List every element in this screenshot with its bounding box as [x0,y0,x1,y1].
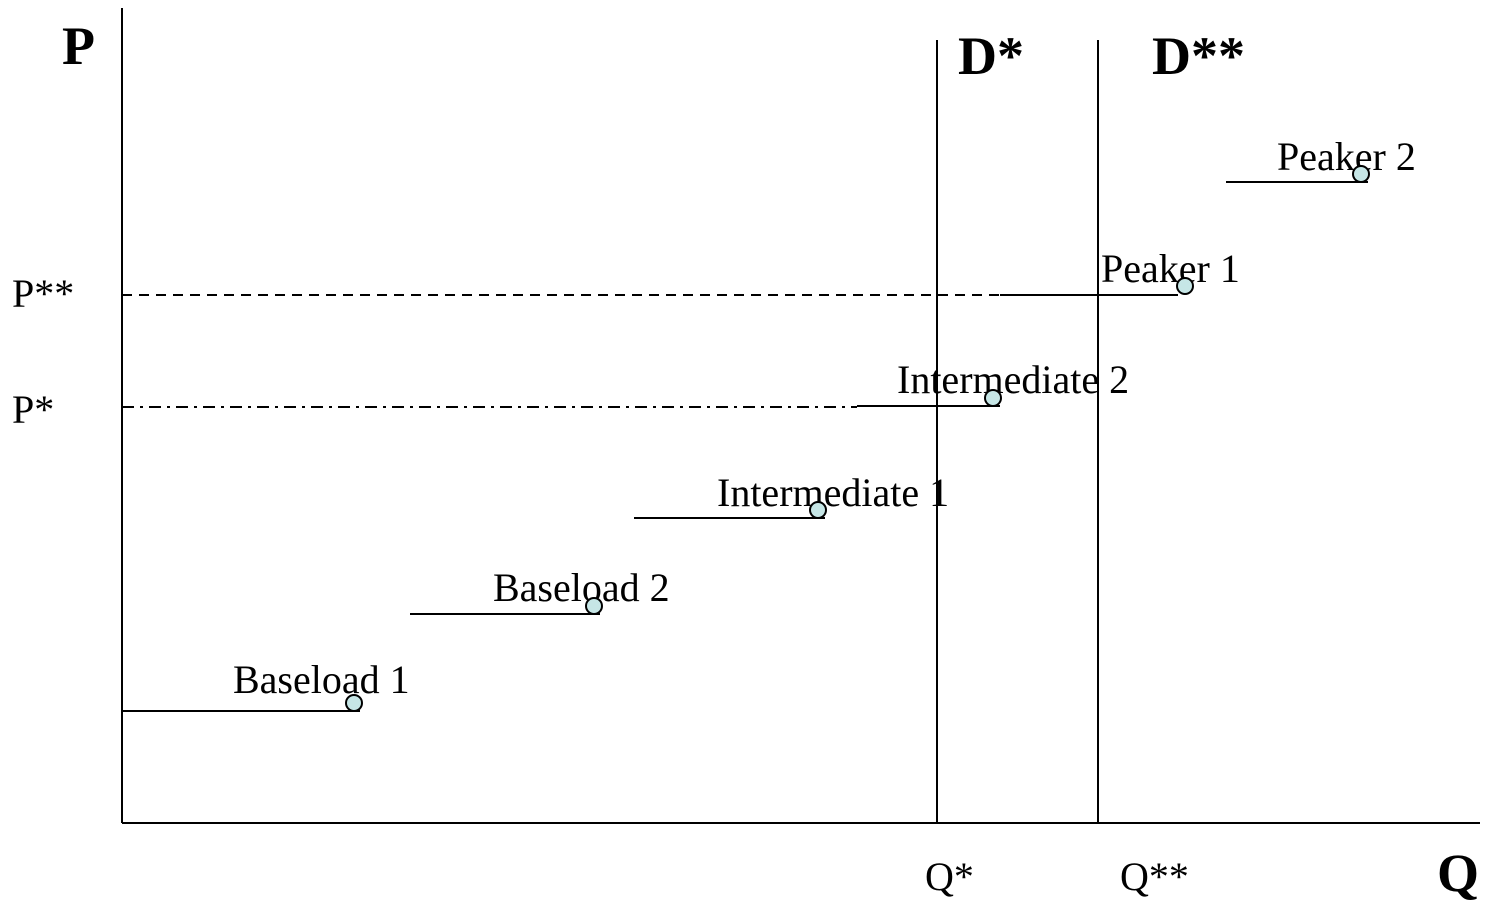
plant-marker [1352,165,1370,183]
plant-label: Baseload 1 [233,657,410,702]
plant-label: Baseload 2 [493,565,670,610]
plant-marker [1176,277,1194,295]
demand-label: D* [958,26,1024,86]
demand-label: D** [1152,26,1245,86]
plant-marker [345,694,363,712]
price-label: P* [12,387,54,432]
x-axis-label: Q [1437,843,1479,902]
plant-label: Peaker 2 [1277,134,1416,179]
plant-marker [984,389,1002,407]
y-axis-label: P [62,16,95,76]
quantity-label: Q** [1120,854,1189,899]
price-label: P** [12,271,74,316]
quantity-label: Q* [925,854,974,899]
plant-label: Intermediate 1 [717,470,949,515]
plant-label: Intermediate 2 [897,357,1129,402]
plant-marker [809,501,827,519]
plant-marker [585,597,603,615]
plant-label: Peaker 1 [1101,246,1240,291]
